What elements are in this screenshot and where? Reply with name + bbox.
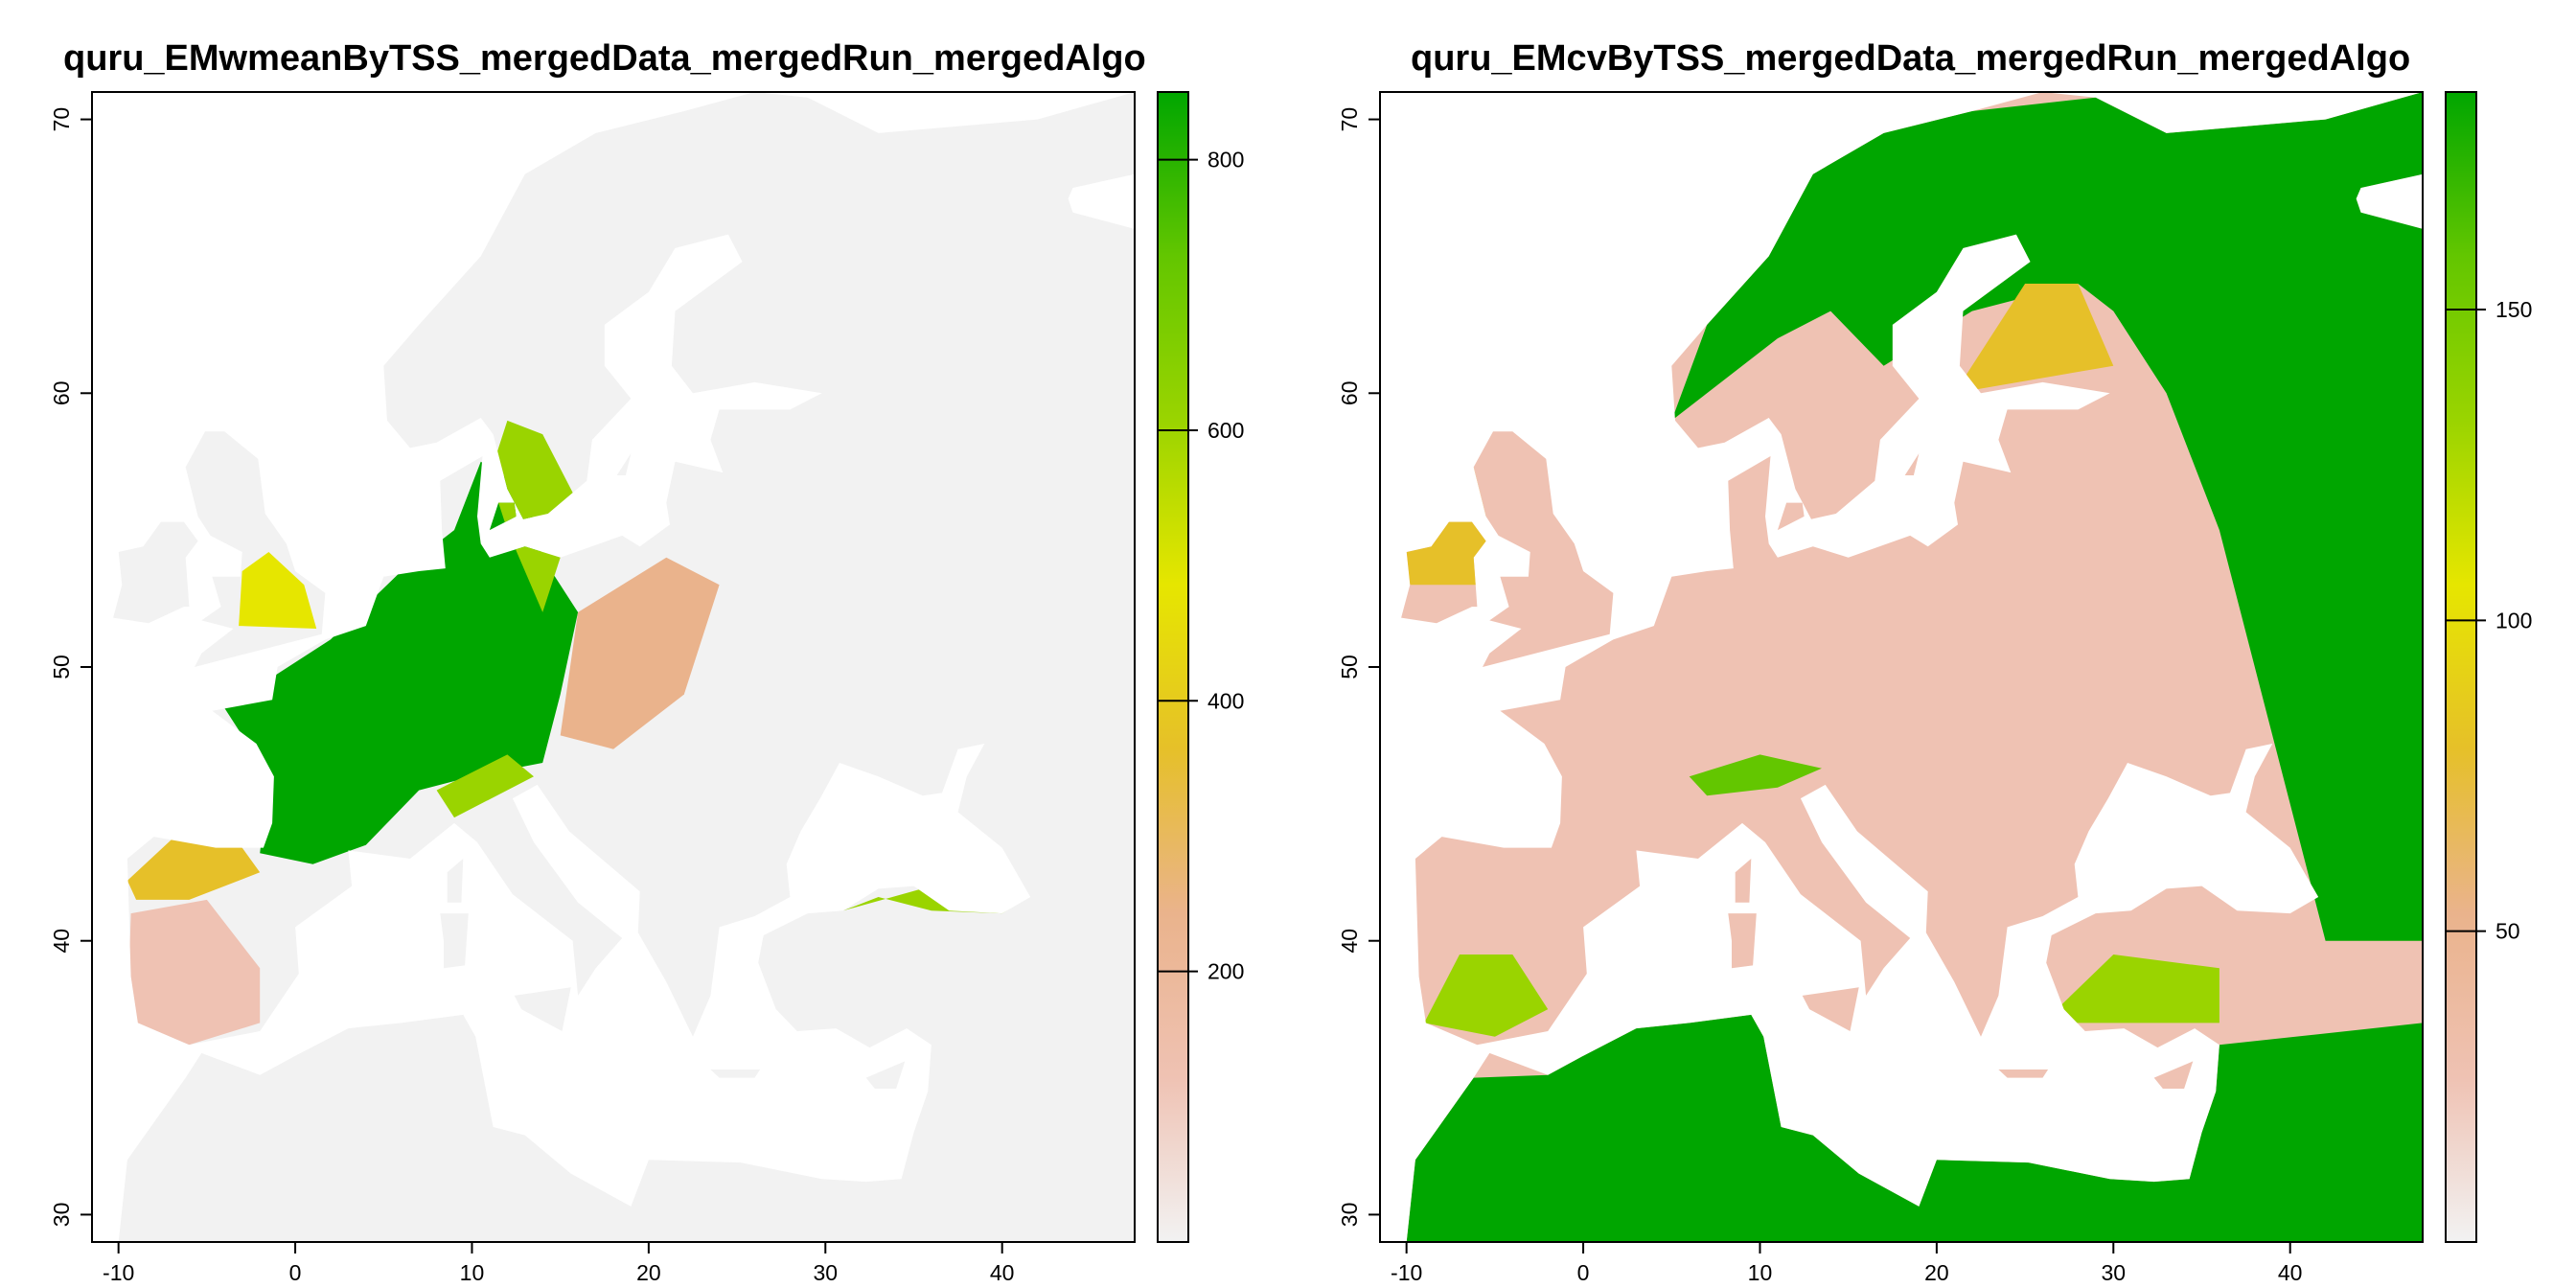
region-west-isles xyxy=(1406,467,1495,586)
land-sicily xyxy=(1802,987,1859,1031)
x-tick-label: 40 xyxy=(2278,1260,2303,1285)
x-tick-label: 40 xyxy=(990,1260,1015,1285)
y-tick-label: 60 xyxy=(49,380,74,405)
x-tick-label: 30 xyxy=(813,1260,838,1285)
land-corsica xyxy=(447,859,464,903)
land-sicily xyxy=(514,987,571,1031)
region-south-iberia xyxy=(1424,954,1549,1037)
y-tick-label: 40 xyxy=(1337,929,1362,954)
legend-tick-label: 800 xyxy=(1208,148,1244,172)
land-ireland xyxy=(113,521,198,624)
region-finland xyxy=(1954,284,2114,394)
x-tick-label: 10 xyxy=(1748,1260,1773,1285)
map-panel-cv: quru_EMcvByTSS_mergedData_mergedRun_merg… xyxy=(1288,0,2576,1288)
region-alps xyxy=(436,754,534,818)
x-tick-label: 30 xyxy=(2101,1260,2126,1285)
legend-tick-label: 150 xyxy=(2496,297,2532,322)
land-gotland xyxy=(1904,453,1920,475)
y-tick-label: 60 xyxy=(1337,380,1362,405)
legend-tick-label: 400 xyxy=(1208,688,1244,713)
land-corsica xyxy=(1735,859,1752,903)
legend-tick-label: 100 xyxy=(2496,608,2532,632)
legend-tick-label: 200 xyxy=(1208,959,1244,984)
land-gotland xyxy=(616,453,632,475)
y-tick-label: 40 xyxy=(49,929,74,954)
land-britain xyxy=(1473,431,1614,667)
legend-tick-label: 600 xyxy=(1208,418,1244,443)
y-tick-label: 70 xyxy=(1337,107,1362,132)
land-sardinia xyxy=(440,913,469,969)
x-tick-label: 10 xyxy=(460,1260,485,1285)
region-high-suitability xyxy=(224,461,579,864)
map-title-mean: quru_EMwmeanByTSS_mergedData_mergedRun_m… xyxy=(63,38,1146,79)
x-tick-label: 0 xyxy=(289,1260,302,1285)
x-tick-label: 20 xyxy=(1924,1260,1949,1285)
land-crete xyxy=(710,1070,761,1078)
y-tick-label: 30 xyxy=(49,1203,74,1228)
y-tick-label: 70 xyxy=(49,107,74,132)
map-plot-cv: -10 0 10 20 30 40 30 40 50 60 70 50 100 150 xyxy=(1337,91,2532,1285)
land-cyprus xyxy=(865,1061,906,1089)
map-title-cv: quru_EMcvByTSS_mergedData_mergedRun_merg… xyxy=(1411,38,2411,79)
land-layer xyxy=(113,92,1135,1242)
land-layer xyxy=(1401,92,2423,1242)
region-north-east xyxy=(1671,92,2423,941)
x-tick-label: -10 xyxy=(1391,1260,1422,1285)
land-zealand xyxy=(1777,502,1805,531)
x-tick-label: 20 xyxy=(636,1260,661,1285)
region-anatolia xyxy=(2042,954,2220,1024)
land-cyprus xyxy=(2153,1061,2194,1089)
legend-colorbar xyxy=(1157,91,1189,1243)
region-central-europe xyxy=(560,557,720,749)
map-plot-mean: -10 0 10 20 30 40 30 40 50 60 70 200 400 600 800 xyxy=(49,91,1244,1285)
y-tick-label: 30 xyxy=(1337,1203,1362,1228)
region-alps xyxy=(1689,754,1822,796)
y-tick-label: 50 xyxy=(1337,655,1362,679)
land-sardinia xyxy=(1728,913,1757,969)
legend-colorbar xyxy=(2445,91,2477,1243)
region-england xyxy=(239,552,317,629)
legend-tick-label: 50 xyxy=(2496,919,2520,944)
region-north-iberia xyxy=(126,840,261,900)
region-south-scandinavia xyxy=(489,420,579,612)
map-panel-mean: quru_EMwmeanByTSS_mergedData_mergedRun_m… xyxy=(49,38,1244,1285)
region-north-africa xyxy=(1406,1014,2423,1242)
x-tick-label: -10 xyxy=(103,1260,134,1285)
x-tick-label: 0 xyxy=(1577,1260,1590,1285)
land-crete xyxy=(1998,1070,2049,1078)
region-iberia xyxy=(126,899,261,1046)
y-tick-label: 50 xyxy=(49,655,74,679)
